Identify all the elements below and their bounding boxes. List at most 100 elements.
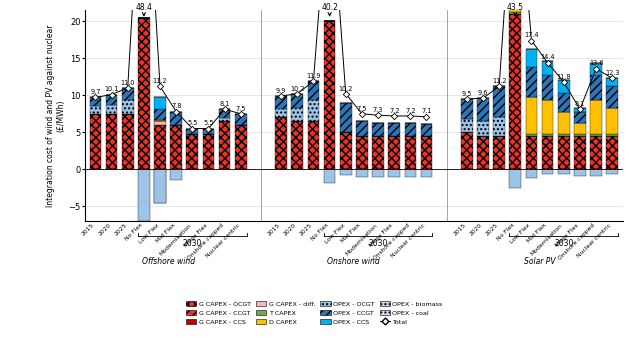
Bar — [291, 94, 303, 108]
Bar — [308, 81, 320, 100]
Bar — [461, 132, 472, 169]
Text: Mid Flex: Mid Flex — [155, 222, 176, 244]
Bar — [291, 121, 303, 169]
Bar — [526, 136, 537, 169]
Bar — [356, 121, 368, 136]
Bar — [574, 123, 586, 134]
Bar — [219, 118, 230, 121]
Text: Mid Flex: Mid Flex — [340, 222, 362, 244]
Bar — [493, 86, 505, 117]
Bar — [388, 169, 400, 176]
Bar — [154, 121, 166, 125]
Bar — [509, 8, 521, 12]
Bar — [219, 109, 230, 118]
Bar — [477, 121, 489, 136]
Bar — [219, 121, 230, 169]
Bar — [606, 86, 618, 108]
Bar — [461, 119, 472, 132]
Bar — [154, 98, 166, 108]
Text: 48.4: 48.4 — [135, 3, 152, 16]
Bar — [542, 61, 554, 74]
Text: 2020: 2020 — [469, 222, 483, 237]
Bar — [203, 129, 214, 134]
Text: Nuclear centric: Nuclear centric — [576, 222, 612, 258]
Bar — [388, 136, 400, 169]
Bar — [324, 169, 335, 183]
Text: No Flex: No Flex — [125, 222, 144, 242]
Text: 2025: 2025 — [113, 222, 128, 237]
Bar — [138, 18, 150, 169]
Text: 5.5: 5.5 — [203, 120, 214, 126]
Text: 13.6: 13.6 — [589, 61, 603, 66]
Text: 9.5: 9.5 — [462, 91, 472, 97]
Text: 2025: 2025 — [485, 222, 499, 237]
Bar — [138, 169, 150, 221]
Text: Modernisation: Modernisation — [344, 222, 378, 256]
Bar — [606, 136, 618, 169]
Text: 43.5: 43.5 — [507, 3, 524, 16]
Bar — [558, 169, 570, 174]
Bar — [372, 123, 384, 136]
Bar — [356, 136, 368, 169]
Bar — [509, 14, 521, 169]
Text: 2015: 2015 — [81, 222, 96, 237]
Bar — [542, 136, 554, 169]
Bar — [526, 97, 537, 134]
Bar — [421, 136, 432, 169]
Text: 11.2: 11.2 — [492, 78, 506, 84]
Bar — [291, 108, 303, 121]
Text: Modernisation: Modernisation — [530, 222, 564, 256]
Bar — [590, 136, 602, 169]
Bar — [542, 100, 554, 134]
Bar — [276, 117, 287, 169]
Bar — [558, 134, 570, 136]
Bar — [187, 134, 198, 169]
Text: 9.6: 9.6 — [478, 90, 488, 96]
Text: 10.1: 10.1 — [104, 86, 119, 92]
Text: 2020: 2020 — [283, 222, 298, 237]
Bar — [154, 169, 166, 203]
Text: 2025: 2025 — [299, 222, 313, 237]
Bar — [509, 169, 521, 188]
Bar — [606, 134, 618, 136]
Bar — [574, 134, 586, 136]
Text: 2030: 2030 — [369, 239, 387, 248]
Text: 12.3: 12.3 — [605, 70, 620, 76]
Bar — [276, 108, 287, 117]
Bar — [404, 136, 416, 169]
Bar — [89, 114, 101, 169]
Bar — [558, 80, 570, 93]
Text: Nuclear centric: Nuclear centric — [204, 222, 241, 258]
Bar — [154, 125, 166, 169]
Text: 2015: 2015 — [267, 222, 281, 237]
Text: 7.3: 7.3 — [373, 107, 383, 113]
Bar — [106, 105, 118, 114]
Bar — [106, 95, 118, 105]
Bar — [356, 169, 368, 176]
Bar — [590, 74, 602, 100]
Text: Onshore wind: Onshore wind — [328, 256, 380, 266]
Bar — [340, 103, 352, 132]
Bar — [170, 169, 182, 180]
Bar — [526, 134, 537, 136]
Bar — [89, 106, 101, 114]
Bar — [558, 93, 570, 112]
Bar — [187, 129, 198, 134]
Bar — [421, 169, 432, 176]
Bar — [590, 64, 602, 74]
Bar — [340, 169, 352, 175]
Text: 14.4: 14.4 — [540, 54, 555, 61]
Bar — [606, 78, 618, 86]
Text: 5.5: 5.5 — [187, 120, 198, 126]
Bar — [404, 123, 416, 136]
Bar — [170, 112, 182, 125]
Text: 11.8: 11.8 — [557, 74, 571, 80]
Text: Mega Flex: Mega Flex — [369, 222, 394, 248]
Text: Onshore capped: Onshore capped — [558, 222, 596, 261]
Text: Mega Flex: Mega Flex — [555, 222, 580, 248]
Text: 11.2: 11.2 — [153, 78, 167, 84]
Bar — [542, 134, 554, 136]
Bar — [542, 74, 554, 100]
Text: 11.0: 11.0 — [121, 80, 135, 86]
Bar — [106, 114, 118, 169]
